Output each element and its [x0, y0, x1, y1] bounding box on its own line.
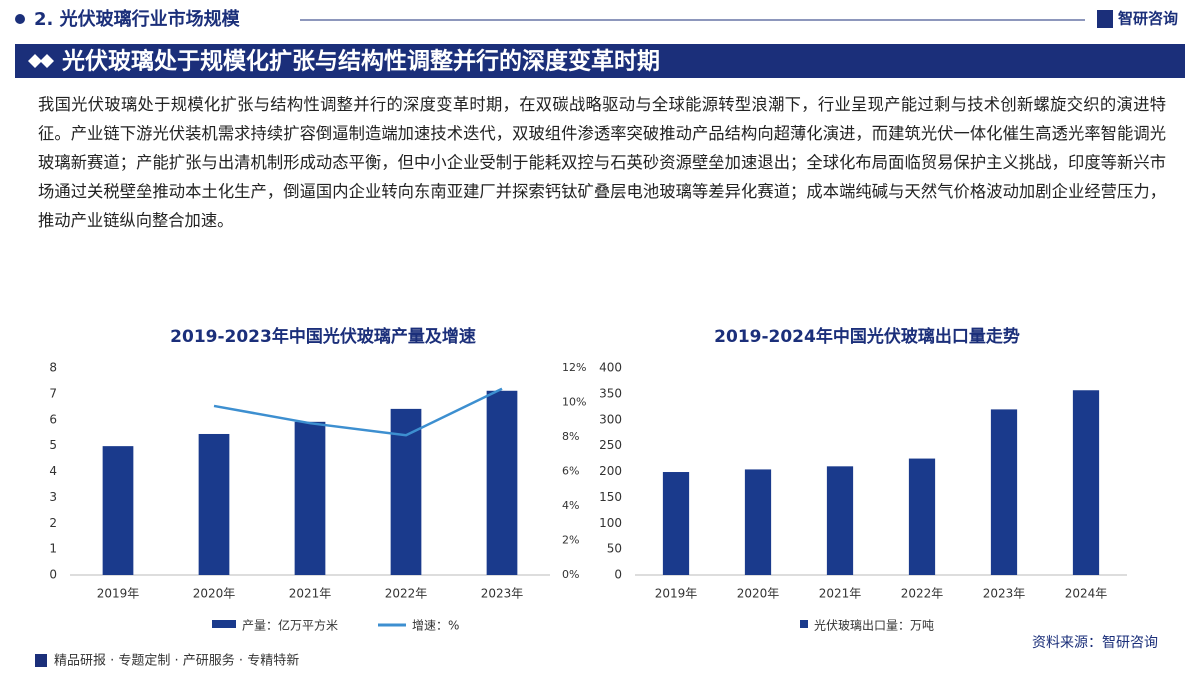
legend-label: 产量：亿万平方米 — [242, 618, 338, 633]
charts: 2019-2023年中国光伏玻璃产量及增速 0 1 2 3 4 5 6 7 8 0% 2% 4% 6% 8%… — [49, 326, 1127, 633]
bar — [1072, 390, 1100, 575]
y-tick-label: 7 — [49, 386, 57, 400]
logo-icon — [1097, 10, 1113, 28]
y-tick-label: 350 — [599, 386, 622, 400]
source: 资料来源：智研咨询 — [1032, 635, 1158, 651]
y-tick-label: 4 — [49, 464, 57, 478]
y-tick-label: 100 — [599, 516, 622, 530]
bar — [486, 390, 518, 575]
y-tick-label: 8 — [49, 361, 57, 375]
line — [213, 387, 503, 437]
bar — [662, 472, 690, 575]
y-tick-label: 200 — [599, 464, 622, 478]
y2-tick-label: 0% — [562, 568, 579, 581]
y2-tick-label: 8% — [562, 430, 579, 443]
banner — [15, 44, 1185, 78]
y2-tick-label: 4% — [562, 499, 579, 512]
chart-title: 2019-2024年中国光伏玻璃出口量走势 — [714, 326, 1020, 347]
chart-title: 2019-2023年中国光伏玻璃产量及增速 — [170, 326, 476, 347]
bar — [390, 408, 422, 575]
y2-tick-label: 2% — [562, 534, 579, 547]
y-tick-label: 250 — [599, 438, 622, 452]
x-tick-label: 2023年 — [983, 587, 1026, 601]
y-tick-label: 5 — [49, 438, 57, 452]
x-tick-label: 2021年 — [289, 587, 332, 601]
bar — [908, 458, 936, 575]
legend-swatch — [800, 620, 808, 628]
x-tick-label: 2020年 — [193, 587, 236, 601]
y-tick-label: 150 — [599, 490, 622, 504]
y2-tick-label: 6% — [562, 465, 579, 478]
footer-text: 精品研报 · 专题定制 · 产研服务 · 专精特新 — [54, 653, 299, 669]
y-tick-label: 400 — [599, 361, 622, 375]
x-tick-label: 2019年 — [655, 587, 698, 601]
banner-icon — [28, 54, 54, 68]
y2-tick-label: 12% — [562, 361, 586, 374]
bar — [744, 469, 772, 575]
banner-title: 光伏玻璃处于规模化扩张与结构性调整并行的深度变革时期 — [61, 48, 660, 75]
logo-text: 智研咨询 — [1118, 10, 1178, 28]
y-tick-label: 6 — [49, 412, 57, 426]
paragraph: 我国光伏玻璃处于规模化扩张与结构性调整并行的深度变革时期，在双碳战略驱动与全球能… — [38, 95, 1166, 230]
bar — [990, 409, 1018, 575]
footer-icon — [35, 654, 47, 667]
legend-label: 光伏玻璃出口量：万吨 — [814, 619, 934, 633]
x-tick-label: 2022年 — [385, 587, 428, 601]
y-tick-label: 2 — [49, 516, 57, 530]
y2-tick-label: 10% — [562, 396, 586, 409]
legend-swatch — [212, 620, 236, 628]
y-tick-label: 0 — [614, 568, 622, 582]
legend-label: 增速：% — [412, 619, 459, 633]
bar — [826, 466, 854, 575]
y-tick-label: 1 — [49, 542, 57, 556]
y-tick-label: 50 — [607, 542, 622, 556]
x-tick-label: 2023年 — [481, 587, 524, 601]
section-title: 2. 光伏玻璃行业市场规模 — [34, 8, 241, 30]
y-tick-label: 0 — [49, 568, 57, 582]
x-tick-label: 2021年 — [819, 587, 862, 601]
x-tick-label: 2022年 — [901, 587, 944, 601]
x-tick-label: 2020年 — [737, 587, 780, 601]
bullet — [15, 14, 25, 24]
bar — [294, 421, 326, 575]
bar — [102, 446, 134, 575]
y-tick-label: 300 — [599, 412, 622, 426]
x-tick-label: 2019年 — [97, 587, 140, 601]
x-tick-label: 2024年 — [1065, 587, 1108, 601]
y-tick-label: 3 — [49, 490, 57, 504]
bar — [198, 433, 230, 575]
